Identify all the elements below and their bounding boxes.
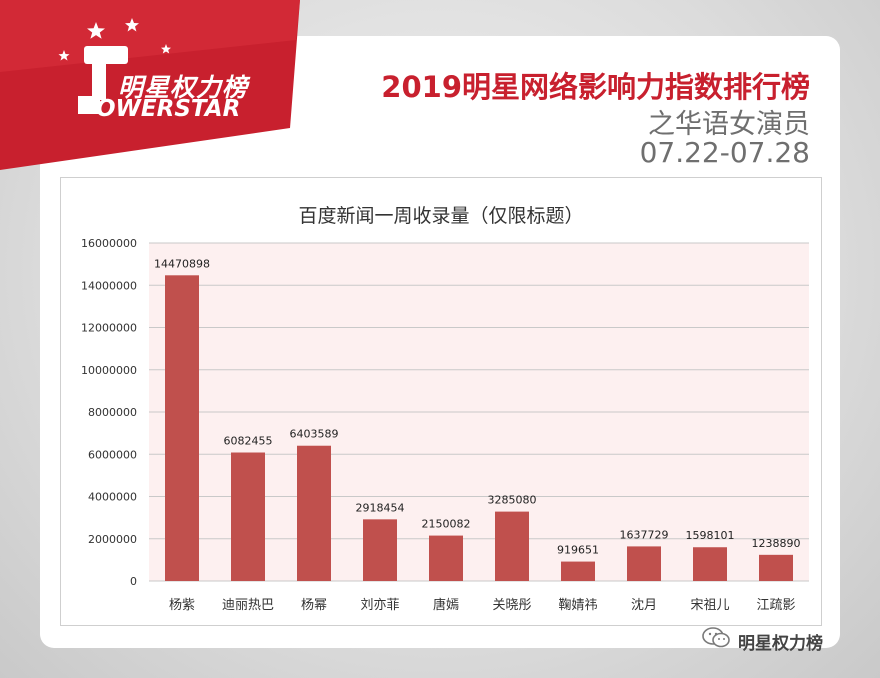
y-tick-label: 12000000 bbox=[81, 322, 137, 335]
bar bbox=[627, 546, 661, 581]
chart-container: 0 2000000 4000000 6000000 8000000 10000000 120… bbox=[60, 177, 822, 626]
bar bbox=[429, 535, 463, 581]
date-range: 07.22-07.28 bbox=[639, 136, 810, 169]
brand-ribbon bbox=[0, 0, 300, 170]
y-tick-label: 8000000 bbox=[88, 406, 137, 419]
y-tick-label: 16000000 bbox=[81, 237, 137, 250]
bar bbox=[165, 275, 199, 581]
footer-account-name: 明星权力榜 bbox=[738, 634, 823, 654]
data-label: 3285080 bbox=[488, 494, 537, 507]
brand-name-cn: 明星权力榜 bbox=[118, 73, 249, 102]
data-label: 1637729 bbox=[620, 528, 669, 541]
data-label: 6403589 bbox=[290, 428, 339, 441]
bar bbox=[231, 452, 265, 581]
category-label: 刘亦菲 bbox=[360, 597, 399, 613]
brand-name-en: OWERSTAR bbox=[96, 96, 241, 122]
bar-chart: 0 2000000 4000000 6000000 8000000 10000000 120… bbox=[81, 205, 809, 613]
category-label: 沈月 bbox=[631, 598, 657, 613]
data-label: 1598101 bbox=[686, 529, 735, 542]
chart-title: 百度新闻一周收录量（仅限标题） bbox=[298, 205, 583, 227]
category-label: 迪丽热巴 bbox=[222, 598, 274, 613]
wechat-icon bbox=[702, 627, 730, 648]
category-label: 关晓彤 bbox=[492, 598, 531, 613]
bar bbox=[297, 445, 331, 581]
data-label: 919651 bbox=[557, 544, 599, 557]
data-label: 2918454 bbox=[356, 501, 405, 514]
data-label: 2150082 bbox=[422, 518, 471, 531]
data-label: 1238890 bbox=[752, 537, 801, 550]
bar bbox=[495, 511, 529, 581]
y-tick-label: 10000000 bbox=[81, 364, 137, 377]
page-headline: 2019明星网络影响力指数排行榜 bbox=[381, 70, 810, 104]
y-tick-label: 6000000 bbox=[88, 448, 137, 461]
data-label: 6082455 bbox=[224, 435, 273, 448]
bar bbox=[759, 554, 793, 581]
bar bbox=[693, 547, 727, 581]
category-label: 鞠婧祎 bbox=[558, 598, 597, 613]
y-tick-label: 4000000 bbox=[88, 491, 137, 504]
data-label: 14470898 bbox=[154, 257, 210, 270]
y-tick-label: 2000000 bbox=[88, 533, 137, 546]
bar bbox=[363, 519, 397, 581]
star-icons bbox=[58, 18, 171, 61]
brand-fist-logo-icon bbox=[78, 46, 128, 114]
category-label: 宋祖儿 bbox=[690, 598, 729, 613]
category-label: 江疏影 bbox=[756, 598, 795, 613]
category-label: 杨幂 bbox=[301, 598, 327, 613]
page-subhead: 之华语女演员 bbox=[648, 109, 810, 140]
y-tick-label: 14000000 bbox=[81, 279, 137, 292]
bar bbox=[561, 561, 595, 581]
y-tick-label: 0 bbox=[130, 575, 137, 588]
category-label: 杨紫 bbox=[169, 598, 195, 613]
category-label: 唐嫣 bbox=[433, 597, 459, 613]
